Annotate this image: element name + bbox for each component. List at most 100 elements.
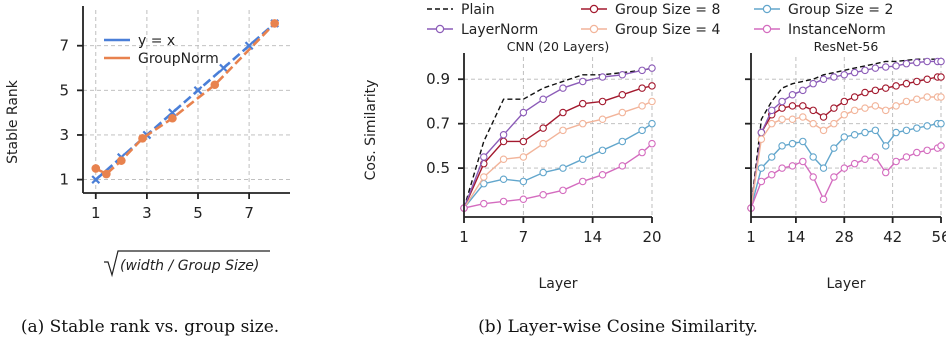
legend-label-groupnorm: GroupNorm [138,51,219,67]
svg-text:(width / Group Size): (width / Group Size) [120,258,259,274]
resnet-point-group-size-2 [902,126,911,135]
resnet-point-group-size-8 [809,106,817,115]
resnet-point-group-size-4 [871,102,880,110]
resnet-point-group-size-8 [861,88,869,97]
cnn-point-group-size-2 [499,175,508,183]
resnet-point-group-size-2 [923,122,931,130]
cnn-point-group-size-4 [598,115,607,123]
legend-label-group-size-4: Group Size = 4 [615,22,720,38]
stable-rank-x-tick-label-1: 1 [91,204,101,222]
resnet-point-layernorm [861,66,869,75]
resnet-point-instancenorm [767,171,776,179]
cnn-point-instancenorm [648,139,656,148]
stable-rank-x-tick-label-7: 7 [244,204,254,222]
resnet-point-group-size-4 [892,102,900,110]
cnn-point-group-size-4 [539,139,547,148]
cnn-point-instancenorm [578,177,587,186]
cnn-point-instancenorm [618,162,627,170]
cnn-point-group-size-8 [598,97,607,106]
resnet-point-group-size-4 [850,106,859,115]
resnet-point-group-size-4 [913,95,921,103]
resnet-point-group-size-4 [799,113,807,121]
resnet-point-group-size-8 [913,77,921,86]
stable-rank-series-line-y-x [94,22,276,181]
stable-rank-x-tick-label-5: 5 [193,204,203,222]
resnet-point-layernorm [788,91,797,99]
resnet-point-instancenorm [902,153,911,161]
stable-rank-point-groupnorm [117,156,126,165]
resnet-point-group-size-2 [861,128,869,137]
resnet-point-group-size-8 [799,102,807,110]
cnn-x-tick-label-20: 20 [642,228,661,246]
cnn-point-group-size-4 [559,126,567,135]
cnn-point-layernorm [648,64,656,72]
resnet-point-instancenorm [913,148,921,157]
stable-rank-point-y-x [193,85,203,95]
resnet-point-group-size-8 [902,79,911,88]
cnn-point-layernorm [499,131,508,139]
cnn-point-group-size-8 [519,137,528,146]
stable-rank-point-groupnorm [270,19,279,28]
resnet-point-group-size-8 [871,86,880,95]
stable-rank-point-groupnorm [91,164,101,173]
resnet-point-layernorm [871,64,880,72]
resnet-point-group-size-2 [757,164,766,172]
resnet-point-layernorm [902,59,911,68]
cnn-x-tick-label-7: 7 [519,228,529,246]
resnet-point-instancenorm [799,157,807,166]
xlabel-part-width: width [125,258,164,274]
resnet-point-group-size-2 [913,124,921,132]
cnn-point-group-size-8 [559,108,567,117]
resnet-point-group-size-2 [819,164,828,172]
cnn-point-group-size-2 [578,155,587,163]
resnet-point-instancenorm [871,153,880,161]
stable-rank-y-tick-label-7: 7 [59,37,69,55]
legend-label-group-size-8: Group Size = 8 [615,2,720,18]
resnet-point-group-size-2 [892,128,900,137]
cnn-series-line-plain [463,67,653,209]
resnet-point-instancenorm [892,157,900,166]
resnet-point-group-size-8 [819,113,828,121]
resnet-series-line-instancenorm [750,145,942,209]
legend-label-group-size-2: Group Size = 2 [788,2,893,18]
stable-rank-point-y-x [244,41,254,51]
legend-marker-group-size-4 [589,24,599,34]
resnet-x-tick-label-56: 56 [931,228,946,246]
resnet-point-layernorm [840,71,849,79]
resnet-point-layernorm [778,97,786,106]
resnet-point-group-size-2 [788,139,797,148]
cnn-y-tick-label-0_7: 0.7 [426,115,450,133]
resnet-point-layernorm [923,57,931,66]
cnn-point-group-size-8 [618,91,627,99]
resnet-point-instancenorm [923,146,931,155]
resnet-point-instancenorm [809,173,817,181]
stable-rank-point-y-x [219,63,228,73]
cnn-point-layernorm [618,71,627,79]
resnet-point-group-size-4 [937,93,945,101]
ylabel-stable-rank: Stable Rank [5,79,21,164]
resnet-point-group-size-4 [861,104,869,112]
legend-marker-group-size-8 [589,4,599,14]
resnet-point-group-size-8 [881,84,890,92]
resnet-point-group-size-4 [923,93,931,101]
resnet-point-group-size-4 [767,119,776,128]
resnet-x-tick-label-42: 42 [883,228,902,246]
resnet-point-layernorm [819,75,828,83]
cnn-point-layernorm [559,84,567,92]
resnet-x-tick-label-1: 1 [746,228,756,246]
plot-cnn-20-layers: 1 7 14 20 0.5 0.7 0.9 [426,53,662,246]
cnn-point-layernorm [480,153,488,161]
resnet-point-instancenorm [881,168,890,177]
stable-rank-y-tick-label-5: 5 [59,81,69,99]
resnet-point-instancenorm [840,164,849,172]
resnet-point-layernorm [892,62,900,70]
cnn-point-group-size-4 [638,102,646,110]
resnet-point-instancenorm [861,155,869,163]
stable-rank-point-groupnorm [210,80,220,90]
cnn-x-tick-label-14: 14 [583,228,602,246]
resnet-point-group-size-4 [840,111,849,119]
cnn-point-layernorm [539,95,547,103]
legend-label-y-x: y = x [138,33,175,49]
cnn-point-group-size-2 [539,168,547,177]
resnet-point-layernorm [850,68,859,77]
